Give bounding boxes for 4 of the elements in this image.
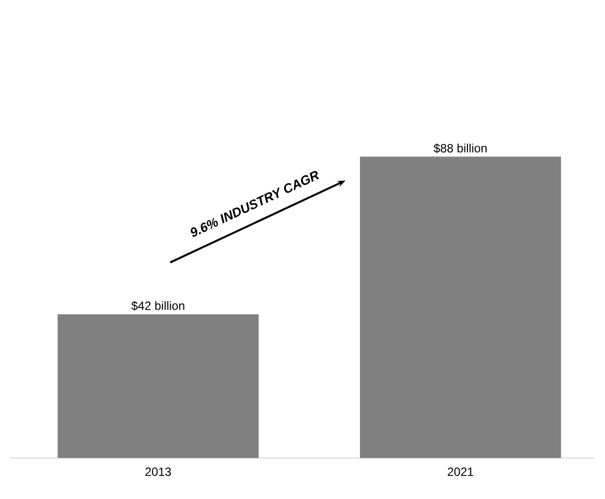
data-label: $88 billion <box>434 143 487 154</box>
x-tick-label: 2013 <box>145 468 171 476</box>
data-label: $42 billion <box>131 300 184 311</box>
x-tick-label: 2021 <box>448 468 474 476</box>
